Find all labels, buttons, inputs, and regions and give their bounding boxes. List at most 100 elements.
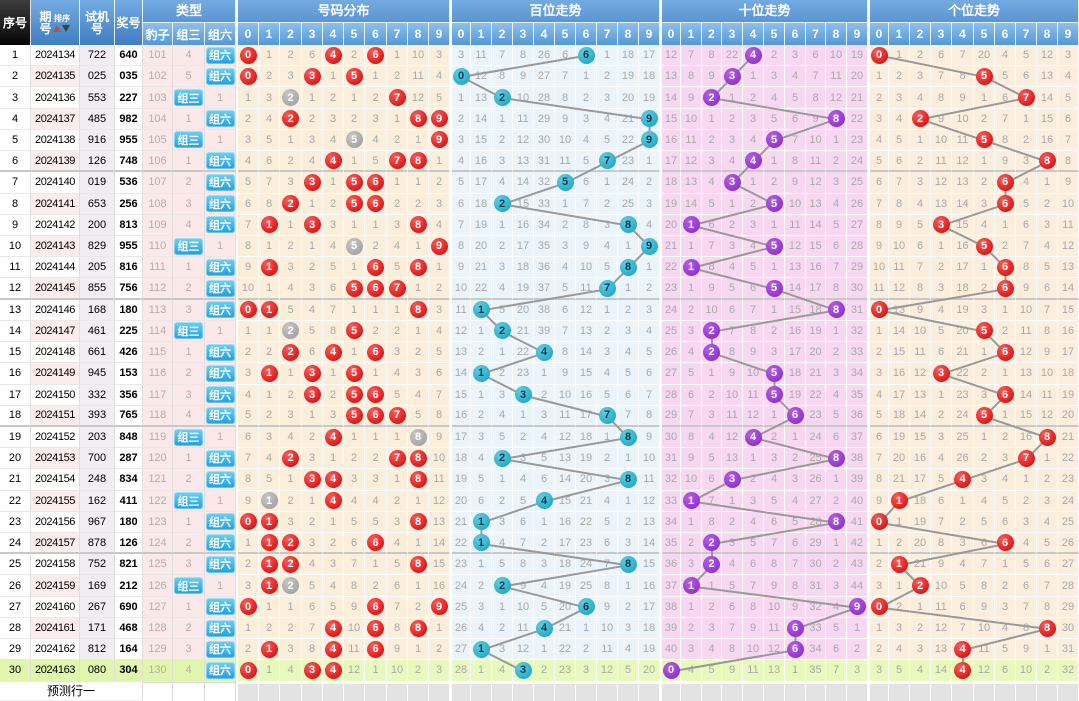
tens-cell: 16: [785, 320, 806, 343]
dist-cell: 4: [323, 639, 344, 661]
tens-cell: 8: [826, 278, 847, 300]
leopard-miss-cell: 130: [143, 660, 173, 682]
tens-cell: 42: [847, 533, 868, 555]
prediction-cell[interactable]: [785, 681, 806, 701]
hundreds-cell: 18: [452, 448, 471, 470]
prediction-cell[interactable]: [452, 681, 471, 701]
tens-cell: 8: [785, 575, 806, 597]
table-row: 30 2024163 080 304 130 4 组六 0 1 4 3 4 12 1 10 2 3 28 1 4 3 2 2…: [0, 660, 1079, 682]
units-circle: 6: [996, 195, 1014, 213]
prediction-cell[interactable]: [889, 681, 910, 701]
prediction-cell[interactable]: [387, 681, 408, 701]
units-cell: 7: [995, 108, 1016, 130]
prize-number-cell: 126: [115, 533, 143, 555]
tens-cell: 7: [722, 320, 743, 343]
prediction-cell[interactable]: [429, 681, 450, 701]
prediction-cell[interactable]: [952, 681, 974, 701]
prediction-cell[interactable]: [302, 681, 323, 701]
issue-cell: 2024152: [31, 426, 80, 449]
dist-cell: 7: [387, 448, 408, 470]
units-circle: 5: [975, 67, 993, 85]
prediction-cell[interactable]: [1016, 681, 1037, 701]
prediction-cell[interactable]: [826, 681, 847, 701]
hundreds-cell: 4: [618, 639, 639, 661]
prediction-cell[interactable]: [764, 681, 785, 701]
digit-header: 9: [429, 22, 450, 45]
units-cell: 4: [889, 639, 910, 661]
tens-cell: 6: [702, 469, 722, 491]
hundreds-cell: 6: [639, 363, 660, 385]
sort-control[interactable]: 排序: [53, 14, 71, 32]
prediction-cell[interactable]: [555, 681, 576, 701]
prediction-cell[interactable]: [534, 681, 555, 701]
dist-circle: 1: [260, 555, 278, 573]
prediction-cell[interactable]: [662, 681, 681, 701]
dist-cell: 1: [280, 129, 302, 152]
dist-cell: 8: [408, 448, 429, 470]
prediction-cell[interactable]: [408, 681, 429, 701]
prediction-cell[interactable]: [576, 681, 597, 701]
prediction-cell[interactable]: [1037, 681, 1058, 701]
prediction-cell[interactable]: [618, 681, 639, 701]
tens-cell: 5: [722, 278, 743, 300]
hundreds-circle: 9: [640, 131, 658, 149]
hundreds-cell: 16: [513, 214, 534, 236]
dist-circle: 5: [345, 173, 363, 191]
group6-cell: 组六: [205, 639, 236, 661]
prediction-cell[interactable]: [681, 681, 702, 701]
prediction-cell[interactable]: [743, 681, 764, 701]
dist-cell: 6: [365, 45, 387, 67]
section-body-tens: 30 8 4 12 4 2 1 24 6 37: [660, 426, 868, 449]
prediction-cell[interactable]: [471, 681, 492, 701]
units-circle: 1: [890, 492, 908, 510]
prediction-cell[interactable]: [639, 681, 660, 701]
prediction-cell[interactable]: [597, 681, 618, 701]
prediction-cell[interactable]: [1058, 681, 1079, 701]
units-cell: 26: [1058, 533, 1079, 555]
prediction-cell[interactable]: [259, 681, 280, 701]
units-cell: 1: [910, 596, 931, 618]
prediction-cell[interactable]: [931, 681, 952, 701]
prediction-cell[interactable]: [344, 681, 365, 701]
sort-asc-icon[interactable]: [53, 24, 62, 32]
prediction-cell[interactable]: [870, 681, 889, 701]
prediction-cell[interactable]: [722, 681, 743, 701]
prediction-cell[interactable]: [365, 681, 387, 701]
prediction-cell[interactable]: [910, 681, 931, 701]
hundreds-cell: 20: [452, 490, 471, 512]
prediction-cell[interactable]: [492, 681, 513, 701]
prize-number-cell: 180: [115, 299, 143, 321]
units-cell: 14: [1016, 384, 1037, 406]
tens-cell: 4: [681, 660, 702, 682]
sort-desc-icon[interactable]: [62, 24, 71, 32]
units-cell: 6: [995, 172, 1016, 194]
prediction-cell[interactable]: [806, 681, 826, 701]
digit-header: 6: [576, 22, 597, 45]
units-cell: 9: [995, 151, 1016, 173]
prediction-cell[interactable]: [847, 681, 868, 701]
units-cell: 5: [974, 66, 995, 88]
prediction-cell[interactable]: [280, 681, 302, 701]
dist-circle: 4: [324, 343, 342, 361]
table-row: 3 2024136 553 227 103 组三 1 1 3 2 1 2 1 2 7 12 5 1 13 2 10 28 8…: [0, 87, 1079, 109]
section-body-units: 9 10 6 1 16 5 2 7 4 12: [868, 235, 1079, 258]
units-cell: 10: [974, 617, 995, 640]
dist-cell: 5: [344, 66, 365, 88]
prediction-cell[interactable]: [974, 681, 995, 701]
dist-cell: 1: [280, 363, 302, 385]
tens-cell: 6: [785, 639, 806, 661]
group6-badge: 组六: [205, 216, 235, 234]
group3-cell: 3: [173, 639, 205, 661]
prediction-cell[interactable]: [702, 681, 722, 701]
prediction-cell[interactable]: [323, 681, 344, 701]
dist-cell: 1: [365, 363, 387, 385]
group3-cell: 5: [173, 66, 205, 88]
prediction-cell[interactable]: [513, 681, 534, 701]
tens-cell: 3: [764, 342, 785, 364]
tens-circle: 5: [765, 279, 783, 297]
prediction-cell[interactable]: [995, 681, 1016, 701]
dist-cell: 6: [365, 193, 387, 215]
prediction-cell[interactable]: [238, 681, 259, 701]
issue-cell: 2024154: [31, 469, 80, 491]
